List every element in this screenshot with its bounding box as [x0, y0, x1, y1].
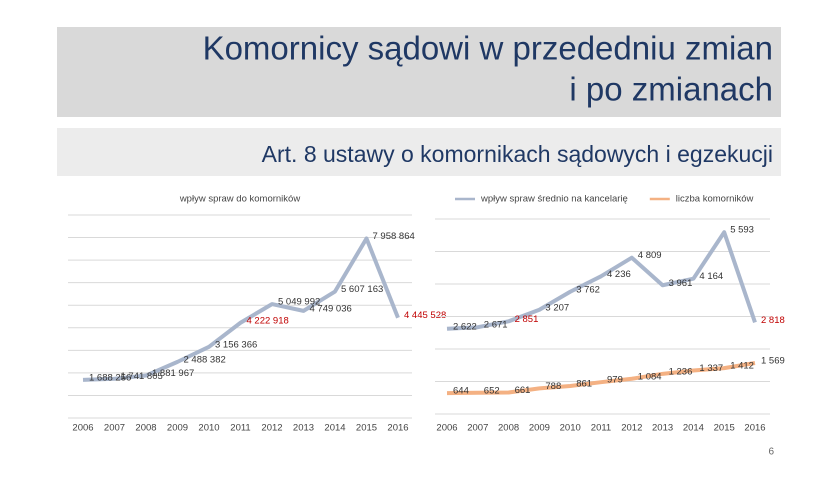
data-label: 1 236 — [669, 366, 693, 377]
subtitle-box — [57, 128, 781, 176]
data-label: 5 049 992 — [278, 297, 320, 308]
data-label: 652 — [484, 385, 500, 396]
x-tick-label: 2013 — [293, 423, 314, 434]
data-label: 979 — [607, 375, 623, 386]
x-tick-label: 2007 — [104, 423, 125, 434]
data-label: 5 607 163 — [341, 284, 383, 295]
data-label: 4 749 036 — [310, 303, 352, 314]
legend-label: wpływ spraw średnio na kancelarię — [480, 194, 628, 205]
x-tick-label: 2012 — [621, 423, 642, 434]
x-tick-label: 2010 — [198, 423, 219, 434]
line — [446, 361, 756, 396]
data-label: 788 — [545, 381, 561, 392]
data-label: 2 622 — [453, 321, 477, 332]
data-label: 7 958 864 — [373, 231, 415, 242]
data-label: 4 164 — [699, 271, 723, 282]
x-tick-label: 2009 — [167, 423, 188, 434]
x-tick-label: 2014 — [324, 423, 345, 434]
x-tick-label: 2015 — [356, 423, 377, 434]
page-number: 6 — [768, 447, 774, 458]
data-label: 2 818 — [761, 315, 785, 326]
data-label: 5 593 — [730, 225, 754, 236]
line — [446, 230, 757, 331]
x-tick-label: 2015 — [714, 423, 735, 434]
slide-title: Komornicy sądowi w przededniu zmian — [203, 30, 773, 67]
slide-subtitle: Art. 8 ustawy o komornikach sądowych i e… — [262, 141, 773, 167]
title-box — [57, 27, 781, 117]
data-label: 3 207 — [545, 302, 569, 313]
data-label: 1 741 805 — [121, 371, 163, 382]
chart-title: wpływ spraw do komorników — [179, 194, 301, 205]
x-tick-label: 2011 — [230, 423, 250, 434]
x-tick-label: 2013 — [652, 423, 673, 434]
x-tick-label: 2009 — [529, 423, 550, 434]
x-tick-label: 2016 — [387, 423, 408, 434]
data-label: 2 671 — [484, 320, 508, 331]
data-label: 1 569 — [761, 356, 785, 367]
data-label: 1 084 — [638, 371, 662, 382]
data-label: 4 222 918 — [247, 315, 289, 326]
x-tick-label: 2011 — [591, 423, 611, 434]
data-label: 861 — [576, 379, 592, 390]
legend-label: liczba komorników — [676, 194, 754, 205]
x-tick-label: 2014 — [683, 423, 704, 434]
slide-title: i po zmianach — [569, 71, 773, 108]
data-label: 2 488 382 — [184, 354, 226, 365]
x-tick-label: 2006 — [436, 423, 457, 434]
x-tick-label: 2012 — [261, 423, 282, 434]
data-label: 1 337 — [699, 363, 723, 374]
data-label: 661 — [515, 385, 531, 396]
data-label: 3 156 366 — [215, 339, 257, 350]
data-label: 4 809 — [638, 250, 662, 261]
data-label: 1 881 967 — [152, 368, 194, 379]
data-label: 644 — [453, 386, 469, 397]
x-tick-label: 2006 — [72, 423, 93, 434]
x-tick-label: 2008 — [498, 423, 519, 434]
data-label: 1 412 — [730, 361, 754, 372]
data-label: 1 688 256 — [89, 372, 131, 383]
x-tick-label: 2016 — [744, 423, 765, 434]
x-tick-label: 2007 — [467, 423, 488, 434]
data-label: 2 851 — [515, 314, 539, 325]
x-tick-label: 2008 — [135, 423, 156, 434]
data-label: 3 961 — [669, 278, 693, 289]
data-label: 3 762 — [576, 284, 600, 295]
x-tick-label: 2010 — [560, 423, 581, 434]
data-label: 4 445 528 — [404, 310, 446, 321]
data-label: 4 236 — [607, 269, 631, 280]
line — [82, 236, 400, 382]
